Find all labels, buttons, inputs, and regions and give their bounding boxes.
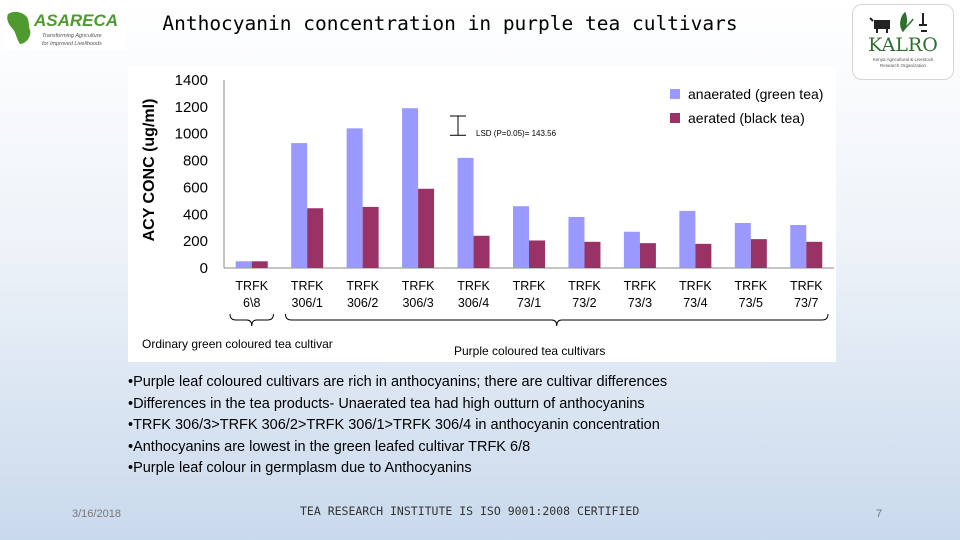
finding-bullet-4: •Anthocyanins are lowest in the green le… — [128, 438, 531, 455]
legend-swatch-black-tea — [670, 113, 680, 123]
cow-icon — [869, 17, 890, 33]
x-category-label: 73/4 — [683, 296, 707, 310]
finding-bullet-1: •Purple leaf coloured cultivars are rich… — [128, 374, 668, 390]
bar-green-tea — [568, 216, 585, 268]
bar-black-tea — [584, 241, 601, 268]
y-tick-label: 600 — [183, 179, 208, 196]
x-category-label: 73/3 — [628, 296, 652, 310]
x-category-label: 306/1 — [292, 296, 323, 310]
asareca-tagline-line2: for Improved Livelihoods — [42, 41, 102, 47]
bar-green-tea — [790, 225, 807, 268]
footer-certification: TEA RESEARCH INSTITUTE IS ISO 9001:2008 … — [300, 504, 640, 518]
y-tick-label: 1400 — [175, 72, 208, 89]
legend-box — [662, 80, 832, 134]
bar-green-tea — [235, 261, 252, 268]
kalro-logo: KALRO Kenya Agricultural & Livestock Res… — [852, 4, 954, 80]
bar-green-tea — [457, 157, 474, 268]
y-tick-label: 400 — [183, 206, 208, 223]
plant-icon — [900, 11, 914, 33]
x-category-label: TRFK — [679, 279, 712, 293]
kalro-logo-text: KALRO — [868, 34, 938, 56]
kalro-tagline-line1: Kenya Agricultural & Livestock — [873, 57, 934, 62]
y-tick-label: 0 — [200, 260, 208, 277]
microscope-icon — [919, 13, 927, 32]
y-tick-label: 1200 — [175, 99, 208, 116]
x-category-label: 73/2 — [572, 296, 596, 310]
page-number: 7 — [876, 508, 883, 520]
asareca-logo-text: ASARECA — [33, 11, 118, 30]
lsd-label: LSD (P=0.05)= 143.56 — [476, 129, 557, 138]
bar-black-tea — [473, 235, 490, 268]
y-axis-title: ACY CONC (ug/ml) — [141, 99, 158, 242]
bar-black-tea — [806, 241, 823, 268]
kalro-tagline-line2: Research Organization — [880, 63, 927, 68]
lsd-annotation: LSD (P=0.05)= 143.56 — [450, 115, 557, 138]
asareca-tagline-line1: Transforming Agriculture — [42, 33, 102, 39]
x-category-label: TRFK — [790, 279, 823, 293]
legend-label-black-tea: aerated (black tea) — [688, 110, 805, 126]
x-category-label: 73/7 — [794, 296, 818, 310]
x-category-label: 73/1 — [517, 296, 541, 310]
group-braces: Ordinary green coloured tea cultivar Pur… — [142, 313, 829, 358]
x-category-label: TRFK — [734, 279, 767, 293]
bar-green-tea — [513, 206, 529, 268]
brace-green-cultivar — [229, 313, 274, 327]
bar-black-tea — [750, 239, 767, 268]
x-category-label: 306/2 — [347, 296, 378, 310]
bar-green-tea — [734, 223, 751, 268]
x-category-label: TRFK — [624, 279, 657, 293]
bars-group — [235, 108, 823, 268]
x-category-label: TRFK — [235, 279, 268, 293]
bar-black-tea — [639, 243, 656, 268]
slide-title: Anthocyanin concentration in purple tea … — [162, 12, 738, 35]
chart-legend: anaerated (green tea) aerated (black tea… — [662, 80, 832, 134]
finding-bullet-5: •Purple leaf colour in germplasm due to … — [128, 460, 472, 477]
x-category-labels: TRFK 6\8 TRFK 306/1 TRFK 306/2 TRFK 306/3 TRFK 30… — [235, 279, 823, 310]
y-tick-label: 200 — [183, 233, 208, 250]
legend-label-green-tea: anaerated (green tea) — [688, 86, 823, 102]
finding-bullet-3: •TRFK 306/3>TRFK 306/2>TRFK 306/1>TRFK 3… — [128, 417, 660, 434]
x-category-label: TRFK — [457, 279, 490, 293]
x-category-label: 73/5 — [739, 296, 763, 310]
bar-green-tea — [623, 231, 640, 268]
bar-green-tea — [402, 108, 419, 268]
bar-chart: ACY CONC (ug/ml) 0 200 400 600 800 1000 1200 14… — [141, 72, 834, 358]
group-label-purple: Purple coloured tea cultivars — [454, 344, 605, 358]
finding-bullet-2: •Differences in the tea products- Unaera… — [128, 395, 645, 412]
y-tick-label: 1000 — [175, 126, 208, 143]
bar-black-tea — [362, 206, 379, 268]
bar-green-tea — [679, 210, 696, 268]
footer-date: 3/16/2018 — [72, 508, 121, 520]
bar-black-tea — [307, 208, 324, 268]
chart-panel: ACY CONC (ug/ml) 0 200 400 600 800 1000 1200 14… — [128, 66, 836, 362]
bar-black-tea — [695, 243, 712, 268]
x-category-label: TRFK — [513, 279, 546, 293]
x-category-label: 306/3 — [402, 296, 433, 310]
legend-swatch-green-tea — [670, 89, 680, 99]
bar-black-tea — [529, 240, 545, 268]
x-category-label: TRFK — [291, 279, 324, 293]
bar-green-tea — [346, 128, 363, 268]
x-category-label: TRFK — [346, 279, 379, 293]
x-category-label: TRFK — [568, 279, 601, 293]
y-tick-labels: 0 200 400 600 800 1000 1200 1400 — [175, 72, 208, 277]
x-category-label: 6\8 — [243, 296, 260, 310]
x-category-label: 306/4 — [458, 296, 489, 310]
brace-purple-cultivars — [284, 313, 829, 327]
group-label-green: Ordinary green coloured tea cultivar — [142, 337, 333, 351]
africa-map-icon — [7, 11, 31, 44]
x-category-label: TRFK — [402, 279, 435, 293]
findings-list: •Purple leaf coloured cultivars are rich… — [128, 372, 828, 480]
asareca-logo: ASARECA Transforming Agriculture for Imp… — [4, 4, 126, 50]
bar-black-tea — [251, 261, 268, 268]
bar-black-tea — [418, 188, 435, 268]
y-tick-label: 800 — [183, 153, 208, 170]
bar-green-tea — [291, 143, 308, 268]
